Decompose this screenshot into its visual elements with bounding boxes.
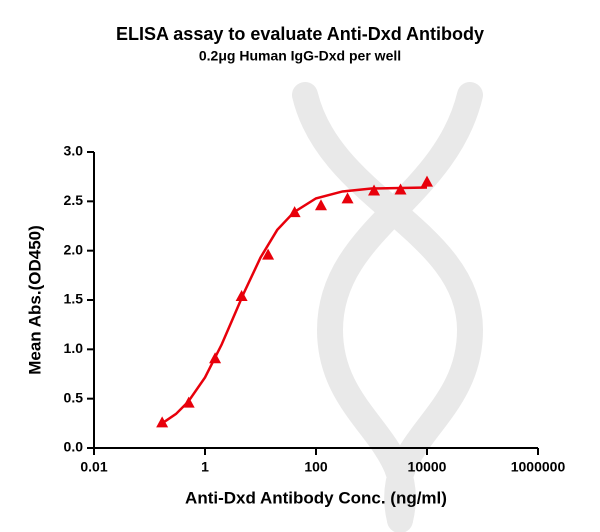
x-axis-label: Anti-Dxd Antibody Conc. (ng/ml) (185, 488, 447, 507)
data-point (262, 248, 275, 260)
data-point (421, 175, 433, 187)
y-tick-label: 2.0 (64, 241, 84, 257)
data-point (341, 192, 354, 204)
x-tick-label: 10000 (408, 459, 447, 475)
watermark (292, 82, 484, 532)
watermark-strand (292, 82, 484, 532)
fit-curve (161, 186, 428, 425)
y-tick-label: 1.5 (64, 291, 84, 307)
y-tick-label: 0.5 (64, 389, 84, 405)
y-axis-label: Mean Abs.(OD450) (25, 225, 44, 375)
x-tick-label: 0.01 (80, 459, 107, 475)
chart-title: ELISA assay to evaluate Anti-Dxd Antibod… (116, 24, 484, 44)
y-tick-label: 3.0 (64, 143, 84, 159)
y-tick-label: 2.5 (64, 192, 84, 208)
y-tick-label: 0.0 (64, 439, 84, 455)
x-tick-label: 1000000 (511, 459, 566, 475)
y-tick-label: 1.0 (64, 340, 84, 356)
chart-subtitle: 0.2μg Human IgG-Dxd per well (199, 48, 401, 64)
data-point (314, 199, 327, 211)
watermark-strand (316, 82, 483, 532)
x-tick-label: 1 (201, 459, 209, 475)
x-tick-label: 100 (304, 459, 328, 475)
data-point (368, 184, 381, 196)
